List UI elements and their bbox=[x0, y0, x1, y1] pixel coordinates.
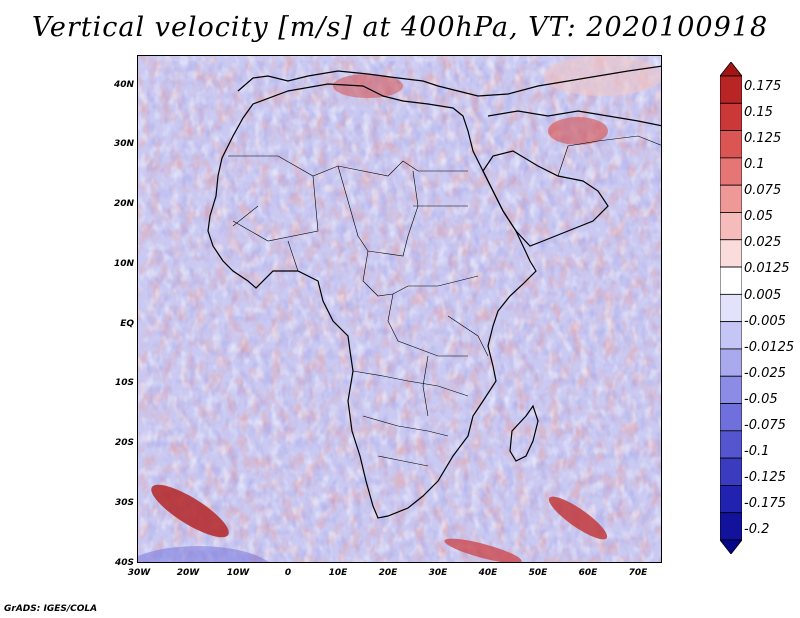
x-tick-label: 50E bbox=[528, 568, 548, 578]
x-tick-label: 0 bbox=[284, 568, 292, 578]
x-tick-label: 10W bbox=[226, 568, 250, 578]
colorbar-label: -0.025 bbox=[744, 366, 786, 381]
colorbar-label: 0.05 bbox=[744, 209, 773, 224]
grads-credit: GrADS: IGES/COLA bbox=[4, 604, 98, 614]
colorbar-swatch bbox=[720, 239, 742, 268]
y-tick-label: 40S bbox=[114, 558, 134, 568]
vertical-velocity-field bbox=[138, 56, 661, 562]
colorbar-swatch bbox=[720, 102, 742, 131]
x-tick-label: 20W bbox=[176, 568, 200, 578]
colorbar-label: 0.125 bbox=[744, 131, 782, 146]
colorbar-swatch bbox=[720, 485, 742, 514]
x-tick-label: 30E bbox=[428, 568, 448, 578]
colorbar-swatch bbox=[720, 184, 742, 213]
colorbar-swatch bbox=[720, 130, 742, 159]
colorbar-swatch bbox=[720, 321, 742, 350]
colorbar-swatch bbox=[720, 266, 742, 295]
colorbar-label: 0.175 bbox=[744, 79, 782, 94]
colorbar-label: -0.075 bbox=[744, 418, 786, 433]
colorbar-label: -0.0125 bbox=[744, 340, 795, 355]
colorbar-label: -0.2 bbox=[744, 522, 770, 537]
x-tick-label: 60E bbox=[578, 568, 598, 578]
colorbar-label: 0.025 bbox=[744, 235, 782, 250]
colorbar-swatch bbox=[720, 539, 742, 554]
colorbar-label: 0.075 bbox=[744, 183, 782, 198]
colorbar-swatch bbox=[720, 348, 742, 377]
y-tick-label: 30N bbox=[113, 139, 134, 149]
colorbar-swatch bbox=[720, 430, 742, 459]
x-tick-label: 20E bbox=[378, 568, 398, 578]
coastline-africa bbox=[207, 65, 661, 519]
colorbar bbox=[720, 62, 742, 554]
colorbar-label: -0.125 bbox=[744, 470, 786, 485]
y-tick-label: 10N bbox=[113, 259, 134, 269]
colorbar-swatch bbox=[720, 512, 742, 541]
colorbar-swatch bbox=[720, 403, 742, 432]
colorbar-swatch bbox=[720, 157, 742, 186]
colorbar-swatch bbox=[720, 375, 742, 404]
x-tick-label: 30W bbox=[127, 568, 151, 578]
colorbar-label: -0.005 bbox=[744, 314, 786, 329]
colorbar-swatch bbox=[720, 212, 742, 241]
map-plot-area bbox=[137, 55, 662, 563]
country-borders bbox=[228, 135, 661, 467]
y-tick-label: 20N bbox=[113, 199, 134, 209]
y-tick-label: 10S bbox=[114, 378, 134, 388]
chart-title: Vertical velocity [m/s] at 400hPa, VT: 2… bbox=[31, 12, 769, 43]
colorbar-label: 0.1 bbox=[744, 157, 765, 172]
x-tick-label: 40E bbox=[478, 568, 498, 578]
colorbar-label: -0.1 bbox=[744, 444, 770, 459]
colorbar-label: -0.05 bbox=[744, 392, 778, 407]
y-tick-label: EQ bbox=[120, 319, 134, 329]
colorbar-swatch bbox=[720, 457, 742, 486]
colorbar-swatch bbox=[720, 293, 742, 323]
x-tick-label: 70E bbox=[628, 568, 648, 578]
y-tick-label: 40N bbox=[113, 80, 134, 90]
y-tick-label: 20S bbox=[114, 438, 134, 448]
colorbar-label: 0.15 bbox=[744, 105, 773, 120]
colorbar-swatch bbox=[720, 75, 742, 104]
colorbar-label: 0.005 bbox=[744, 288, 782, 303]
x-tick-label: 10E bbox=[328, 568, 348, 578]
colorbar-label: 0.0125 bbox=[744, 261, 790, 276]
colorbar-label: -0.175 bbox=[744, 496, 786, 511]
y-tick-label: 30S bbox=[114, 498, 134, 508]
colorbar-swatch bbox=[720, 62, 742, 77]
